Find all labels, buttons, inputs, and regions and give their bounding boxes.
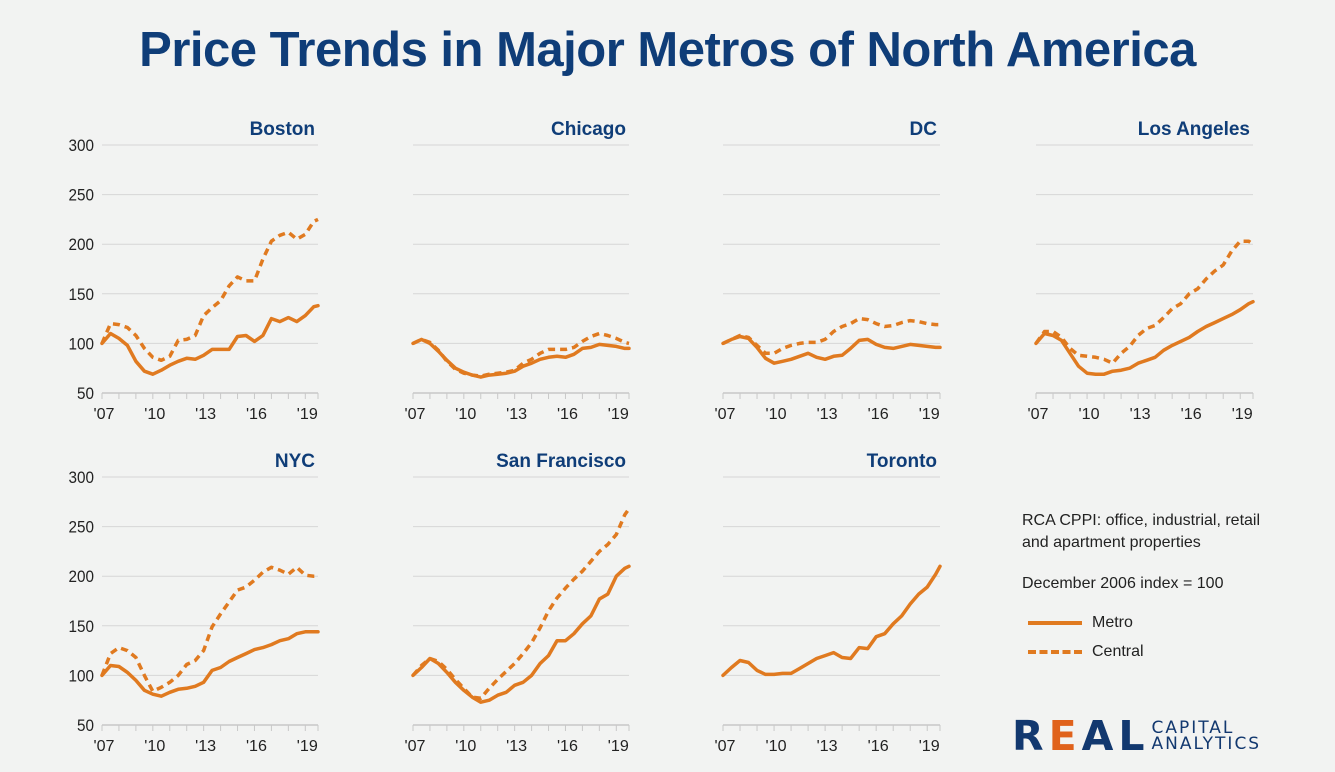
x-tick-label: '07 [94, 738, 115, 755]
logo-line-2: ANALYTICS [1151, 734, 1262, 754]
logo-line-1: CAPITAL [1151, 718, 1235, 738]
x-tick-label: '16 [868, 738, 889, 755]
legend-label: Metro [1092, 614, 1133, 631]
x-tick-label: '19 [919, 738, 940, 755]
x-tick-label: '10 [455, 738, 476, 755]
chart-san-francisco: '07 '10 '13 '16 '19 San Francisco [405, 451, 631, 755]
series-line-metro [100, 630, 320, 698]
x-tick-label: '10 [766, 738, 787, 755]
legend-label: Central [1092, 643, 1144, 660]
x-tick-label: '10 [766, 406, 787, 423]
series-line-metro [721, 334, 942, 365]
chart-boston: 300 250 200 150 100 50'07 '10 '13 '16 '19 Boston [69, 119, 320, 423]
x-tick-label: '07 [405, 406, 426, 423]
chart-title: NYC [275, 451, 315, 472]
chart-dc: '07 '10 '13 '16 '19 DC [715, 119, 942, 423]
series-line-metro [411, 564, 631, 704]
x-tick-label: '13 [1130, 406, 1151, 423]
y-tick-label: 250 [69, 186, 95, 205]
note-description: RCA CPPI: office, industrial, retail and… [1022, 510, 1260, 554]
series-line-metro [100, 303, 320, 376]
chart-title: Boston [250, 119, 315, 140]
x-tick-label: '19 [297, 738, 318, 755]
x-tick-label: '13 [506, 738, 527, 755]
y-tick-label: 100 [69, 666, 95, 685]
x-tick-label: '07 [1028, 406, 1049, 423]
x-tick-label: '16 [557, 738, 578, 755]
y-tick-label: 300 [69, 468, 95, 487]
chart-toronto: '07 '10 '13 '16 '19 Toronto [715, 451, 942, 755]
x-tick-label: '13 [506, 406, 527, 423]
legend-item-metro: Metro [1028, 614, 1133, 632]
x-tick-label: '10 [1079, 406, 1100, 423]
x-tick-label: '16 [246, 738, 267, 755]
logo-subtitle: CAPITAL ANALYTICS [1151, 718, 1262, 754]
y-tick-label: 200 [69, 567, 95, 586]
x-tick-label: '19 [608, 406, 629, 423]
series-line-central [100, 565, 318, 694]
real-capital-analytics-logo: REAL CAPITAL ANALYTICS [1012, 712, 1262, 760]
series-line-metro [1034, 299, 1255, 376]
x-tick-label: '16 [246, 406, 267, 423]
legend-item-central: Central [1028, 643, 1144, 661]
x-tick-label: '07 [715, 406, 736, 423]
chart-title: San Francisco [496, 451, 626, 472]
y-tick-label: 300 [69, 136, 95, 155]
series-line-metro [721, 564, 942, 678]
x-tick-label: '16 [557, 406, 578, 423]
x-tick-label: '07 [94, 406, 115, 423]
chart-title: DC [910, 119, 938, 140]
x-tick-label: '13 [817, 406, 838, 423]
chart-title: Los Angeles [1138, 119, 1250, 140]
legend-solid-swatch [1028, 621, 1082, 625]
x-tick-label: '19 [1232, 406, 1253, 423]
y-tick-label: 150 [69, 617, 95, 636]
series-line-central [1034, 239, 1255, 365]
y-tick-label: 50 [77, 384, 94, 403]
series-line-central [411, 507, 631, 700]
y-tick-label: 150 [69, 285, 95, 304]
x-tick-label: '16 [868, 406, 889, 423]
x-tick-label: '10 [144, 738, 165, 755]
x-tick-label: '07 [405, 738, 426, 755]
x-tick-label: '10 [455, 406, 476, 423]
x-tick-label: '19 [297, 406, 318, 423]
chart-title: Toronto [867, 451, 937, 472]
x-tick-label: '13 [195, 738, 216, 755]
x-tick-label: '19 [919, 406, 940, 423]
chart-nyc: 300 250 200 150 100 50'07 '10 '13 '16 '19 NYC [69, 451, 320, 755]
x-tick-label: '19 [608, 738, 629, 755]
y-tick-label: 250 [69, 518, 95, 537]
logo-wordmark: REAL [1012, 712, 1150, 760]
note-line-2: and apartment properties [1022, 534, 1201, 551]
y-tick-label: 50 [77, 716, 94, 735]
page-title: Price Trends in Major Metros of North Am… [139, 23, 1196, 77]
x-tick-label: '10 [144, 406, 165, 423]
series-line-central [722, 316, 940, 356]
chart-chicago: '07 '10 '13 '16 '19 Chicago [405, 119, 631, 423]
y-tick-label: 200 [69, 235, 95, 254]
chart-title: Chicago [551, 119, 626, 140]
note-index-base: December 2006 index = 100 [1022, 575, 1224, 592]
note-line-1: RCA CPPI: office, industrial, retail [1022, 512, 1261, 529]
y-tick-label: 100 [69, 334, 95, 353]
x-tick-label: '13 [817, 738, 838, 755]
x-tick-label: '16 [1181, 406, 1202, 423]
chart-los-angeles: '07 '10 '13 '16 '19 Los Angeles [1028, 119, 1255, 423]
legend-dashed-swatch [1028, 650, 1082, 654]
x-tick-label: '13 [195, 406, 216, 423]
series-line-metro [411, 337, 631, 379]
series-line-central [412, 331, 630, 378]
series-line-central [100, 217, 319, 363]
x-tick-label: '07 [715, 738, 736, 755]
